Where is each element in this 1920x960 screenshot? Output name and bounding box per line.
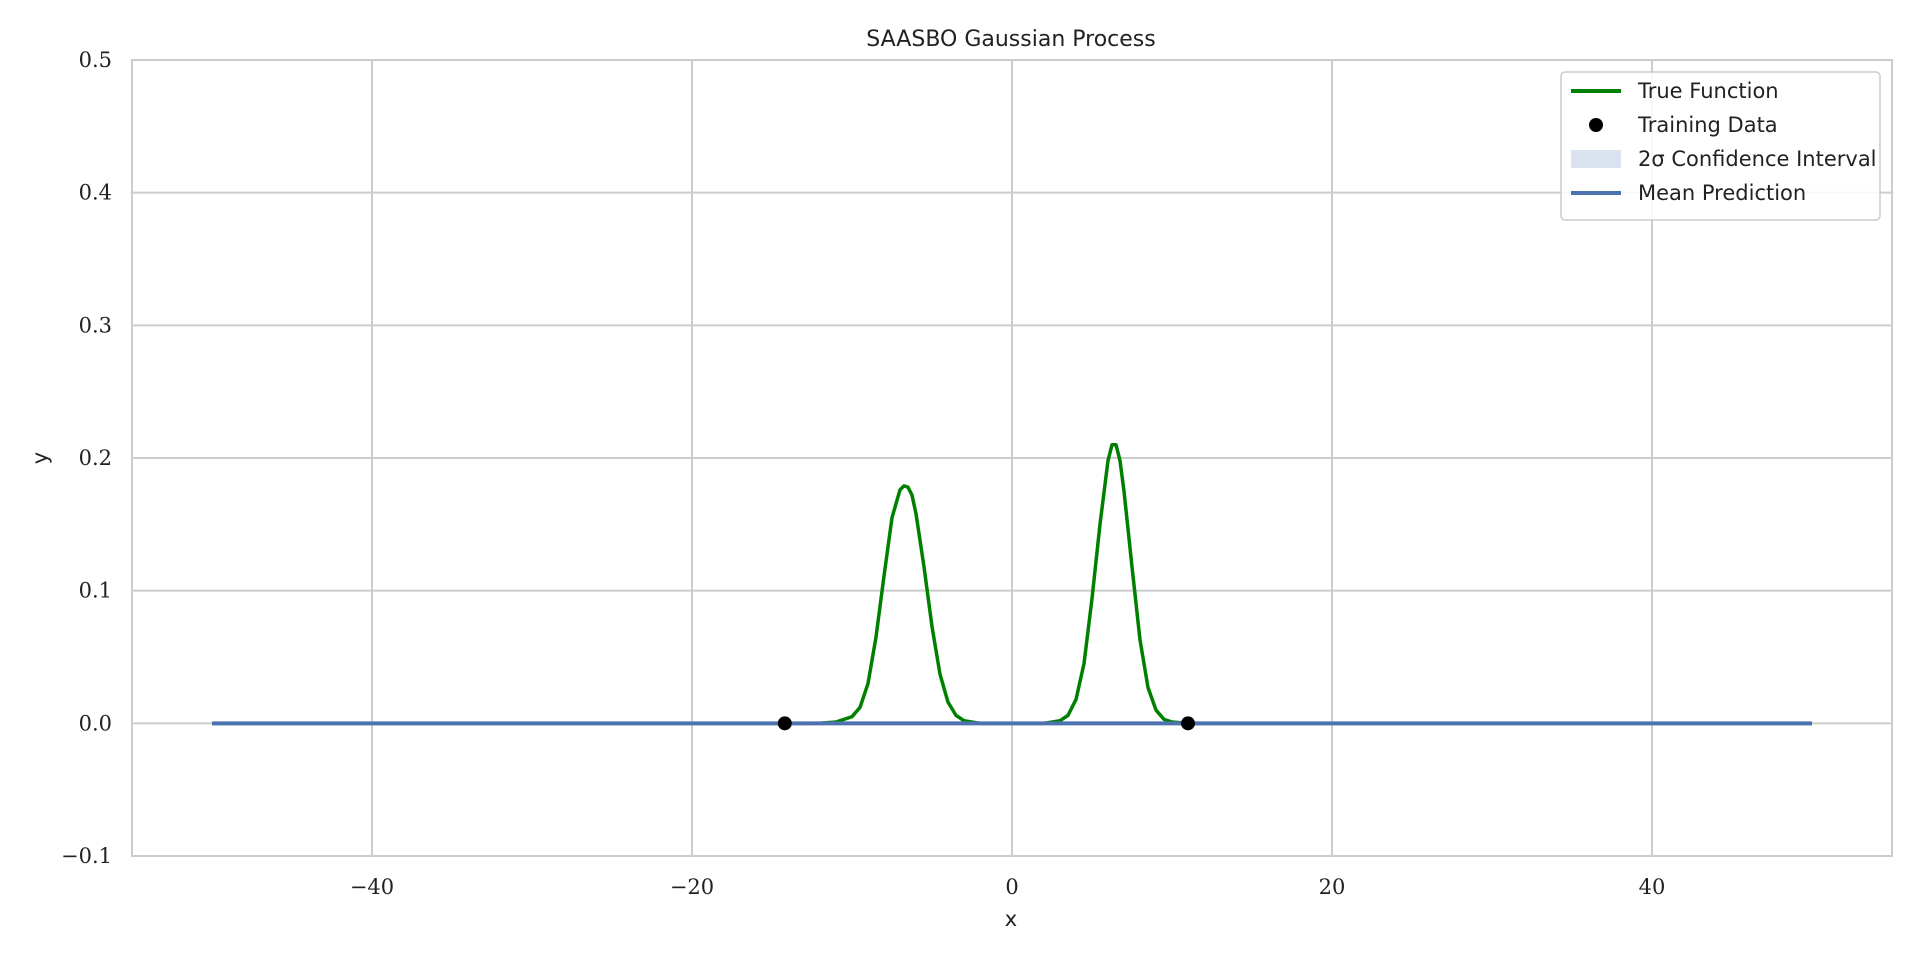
y-tick-label: 0.0 [79, 711, 112, 735]
tick-label-layer: −40 −20 0 20 40 −0.1 0.0 0.1 0.2 0.3 0.4 0.5 [61, 48, 1665, 899]
y-tick-label: 0.2 [79, 446, 112, 470]
x-tick-label: 20 [1319, 875, 1346, 899]
y-tick-label: 0.5 [79, 48, 112, 72]
legend: True Function Training Data 2σ Confidence … [1560, 71, 1881, 221]
y-tick-label: 0.4 [79, 181, 112, 205]
y-tick-label: −0.1 [61, 844, 112, 868]
y-tick-label: 0.1 [79, 579, 112, 603]
x-tick-label: 40 [1639, 875, 1666, 899]
legend-label: Mean Prediction [1638, 181, 1806, 205]
training-data-point [777, 716, 792, 731]
x-tick-label: −20 [670, 875, 714, 899]
chart-title: SAASBO Gaussian Process [866, 27, 1155, 52]
training-data-point [1181, 716, 1195, 731]
x-axis-title: x [1005, 907, 1017, 931]
legend-label: True Function [1637, 79, 1779, 103]
legend-label: 2σ Confidence Interval [1638, 147, 1877, 171]
plot-frame [131, 59, 1893, 857]
legend-box [1560, 71, 1881, 221]
plot-layer [212, 442, 1812, 731]
y-axis-title: y [28, 452, 52, 464]
legend-swatch-patch [1571, 150, 1621, 168]
x-tick-label: −40 [350, 875, 394, 899]
y-tick-label: 0.3 [79, 313, 112, 337]
legend-label: Training Data [1637, 113, 1778, 137]
x-tick-label: 0 [1005, 875, 1018, 899]
legend-swatch-marker [1589, 118, 1603, 132]
